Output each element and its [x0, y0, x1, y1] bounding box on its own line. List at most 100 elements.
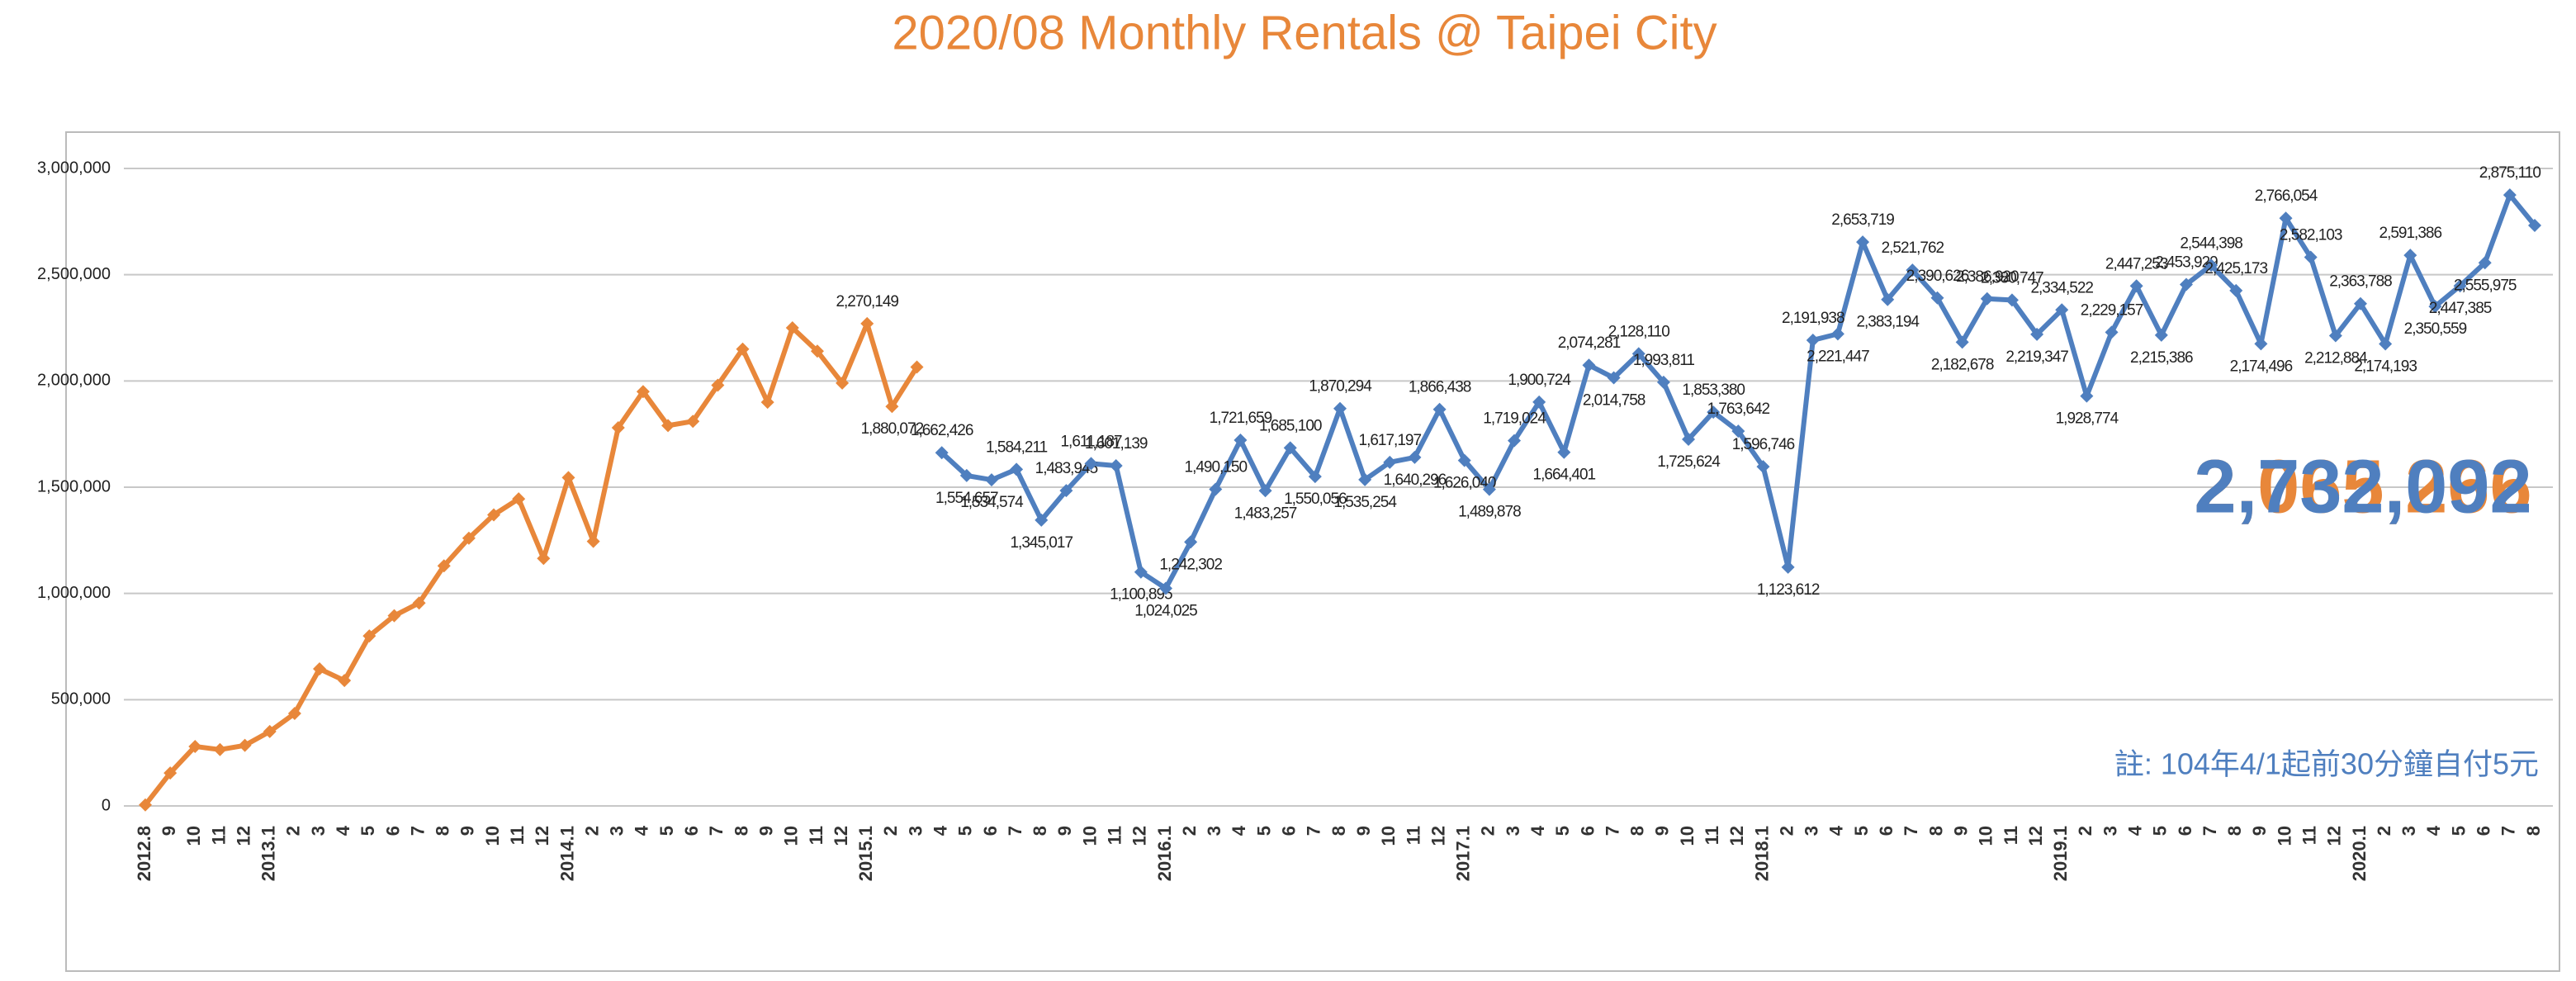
marker: [1358, 472, 1372, 486]
x-tick-label: 9: [1054, 826, 1075, 836]
x-tick-label: 8: [1328, 826, 1349, 836]
data-label: 1,123,612: [1757, 581, 1820, 599]
marker: [487, 508, 501, 522]
marker: [2428, 300, 2442, 314]
x-tick-label: 11: [1105, 826, 1125, 845]
marker: [1508, 434, 1522, 448]
marker: [287, 707, 301, 721]
y-tick-label: 3,000,000: [37, 159, 111, 177]
marker: [1283, 441, 1297, 455]
marker: [512, 492, 526, 506]
x-tick-label: 5: [358, 826, 378, 836]
marker: [2179, 277, 2193, 291]
x-tick-label: 10: [781, 826, 802, 846]
data-label: 1,483,257: [1234, 505, 1297, 522]
marker: [611, 420, 625, 434]
data-label: 2,766,054: [2255, 187, 2318, 205]
data-label: 1,900,724: [1508, 372, 1571, 389]
data-label: 2,380,747: [1981, 269, 2043, 287]
callout-label: 2,732,092: [2194, 444, 2531, 528]
data-label: 2,453,929: [2155, 254, 2218, 272]
marker: [711, 378, 725, 392]
data-label: 2,074,281: [1558, 334, 1621, 352]
data-label: 1,483,945: [1035, 460, 1098, 477]
x-tick-label: 10: [1079, 826, 1100, 846]
marker: [1856, 235, 1870, 249]
data-label: 2,447,385: [2429, 300, 2492, 317]
x-tick-label: 12: [532, 826, 552, 846]
data-label: 1,685,100: [1259, 417, 1322, 434]
marker: [139, 798, 152, 812]
marker: [1109, 458, 1123, 472]
marker: [2254, 337, 2268, 351]
data-label: 1,534,574: [960, 494, 1024, 511]
marker: [1881, 292, 1895, 306]
data-label: 1,601,139: [1085, 435, 1148, 453]
x-tick-label: 12: [1726, 826, 1747, 846]
data-label: 1,611,187: [1060, 433, 1122, 450]
marker: [1532, 395, 1546, 409]
x-tick-label: 2017.1: [1453, 826, 1474, 881]
x-tick-label: 2016.1: [1154, 826, 1175, 881]
marker: [1383, 455, 1397, 469]
marker: [1035, 513, 1049, 527]
data-label: 2,363,788: [2329, 273, 2392, 291]
callout-label: 2,065,266: [2194, 444, 2531, 528]
marker: [2154, 328, 2168, 342]
marker: [412, 596, 426, 610]
marker: [2229, 283, 2243, 297]
x-tick-label: 10: [2274, 826, 2294, 846]
annotation: 註: 104年4/1起前30分鐘自付5元: [2114, 747, 2539, 781]
x-tick-label: 3: [1503, 826, 1523, 836]
x-tick-label: 7: [1304, 826, 1324, 836]
marker: [2304, 250, 2318, 264]
data-label: 2,334,522: [2030, 279, 2093, 296]
x-tick-label: 11: [806, 826, 826, 845]
marker: [1806, 333, 1820, 347]
data-label: 1,489,878: [1458, 504, 1521, 521]
marker: [2528, 218, 2541, 232]
x-tick-label: 10: [1976, 826, 1996, 846]
marker: [1707, 405, 1721, 419]
x-tick-label: 2: [2374, 826, 2394, 836]
marker: [636, 385, 650, 399]
marker: [2204, 258, 2218, 272]
marker: [2453, 279, 2467, 293]
marker: [836, 376, 850, 390]
x-tick-label: 2020.1: [2349, 826, 2370, 881]
x-tick-label: 2019.1: [2050, 826, 2071, 881]
data-label: 1,596,746: [1732, 436, 1795, 453]
data-label: 1,664,401: [1533, 467, 1596, 484]
y-tick-label: 2,000,000: [37, 372, 111, 390]
x-tick-label: 7: [1901, 826, 1921, 836]
x-tick-label: 9: [2249, 826, 2270, 836]
marker: [2129, 279, 2143, 293]
x-tick-label: 10: [482, 826, 503, 846]
data-label: 2,191,938: [1782, 310, 1844, 327]
x-tick-label: 6: [382, 826, 403, 836]
marker: [1432, 402, 1447, 416]
data-label: 1,535,254: [1333, 494, 1397, 511]
marker: [760, 396, 774, 410]
x-tick-label: 3: [607, 826, 627, 836]
marker: [2080, 389, 2094, 403]
x-tick-label: 3: [1802, 826, 1822, 836]
x-tick-label: 5: [1851, 826, 1872, 836]
x-tick-label: 11: [2001, 826, 2021, 845]
marker: [2105, 325, 2119, 339]
data-label: 1,490,150: [1185, 459, 1248, 476]
marker: [1980, 291, 1994, 306]
data-label: 1,928,774: [2056, 410, 2119, 428]
x-tick-label: 8: [731, 826, 751, 836]
marker: [935, 446, 949, 460]
data-label: 2,174,193: [2354, 358, 2417, 376]
marker: [437, 559, 451, 573]
marker: [785, 321, 799, 334]
data-label: 2,219,347: [2005, 348, 2068, 366]
marker: [1258, 484, 1272, 498]
marker: [2353, 296, 2367, 310]
x-tick-label: 12: [2025, 826, 2046, 846]
x-tick-label: 7: [2498, 826, 2519, 836]
x-tick-label: 5: [2150, 826, 2171, 836]
